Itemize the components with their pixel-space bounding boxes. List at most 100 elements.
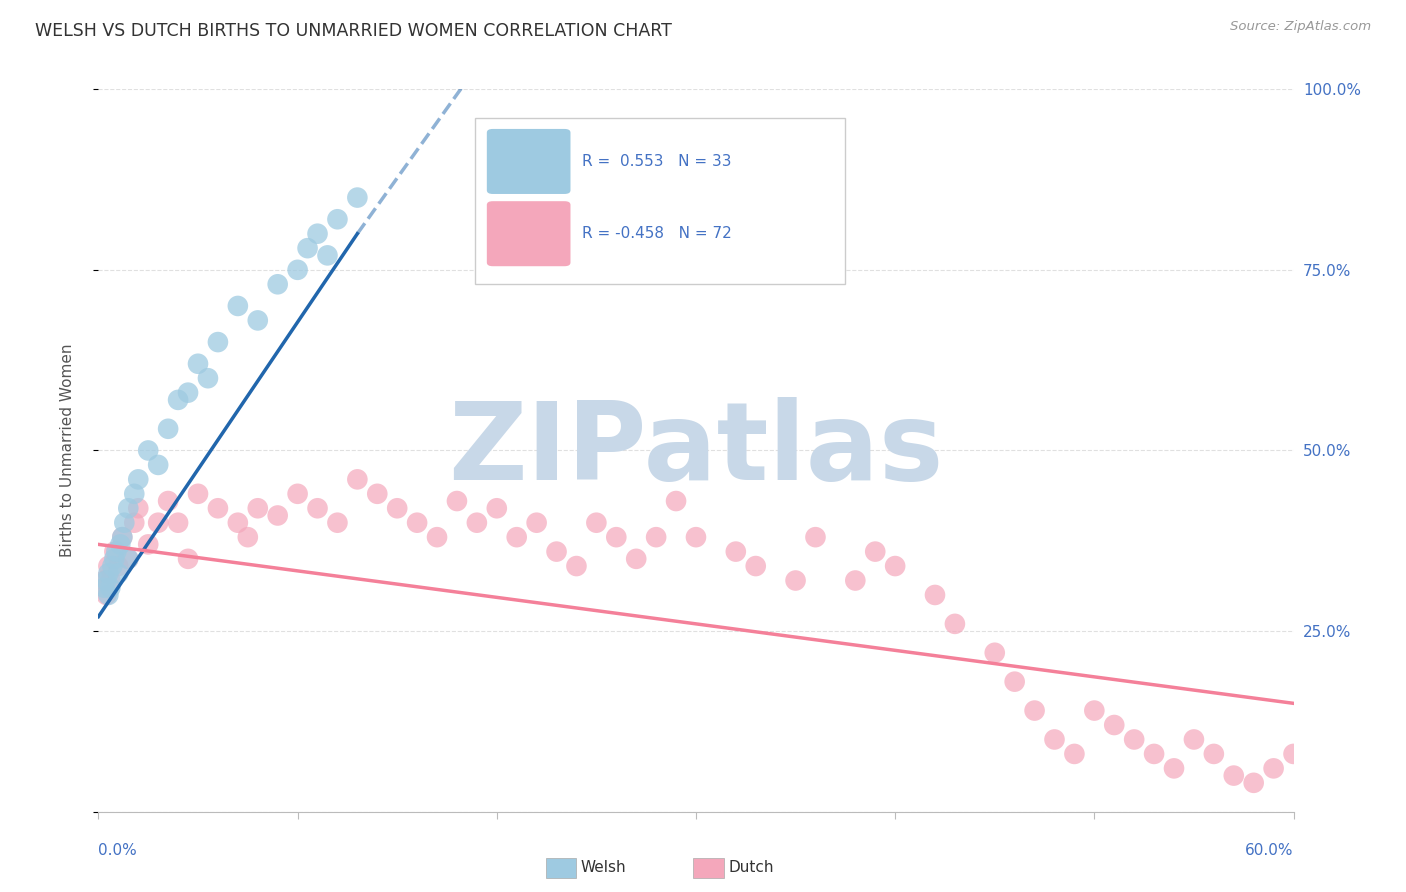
Point — [1004, 674, 1026, 689]
Point — [157, 494, 180, 508]
Point — [1343, 776, 1365, 790]
Point — [626, 551, 648, 566]
Point — [565, 559, 588, 574]
Point — [97, 588, 120, 602]
Point — [685, 530, 707, 544]
Point — [984, 646, 1007, 660]
Point — [246, 313, 269, 327]
Point — [1263, 761, 1285, 775]
Point — [1063, 747, 1085, 761]
Point — [465, 516, 488, 530]
Text: 60.0%: 60.0% — [1246, 843, 1294, 858]
Point — [226, 516, 249, 530]
Point — [297, 241, 319, 255]
Point — [93, 581, 115, 595]
Point — [307, 501, 329, 516]
Point — [226, 299, 249, 313]
Point — [585, 516, 607, 530]
Point — [187, 357, 209, 371]
Text: WELSH VS DUTCH BIRTHS TO UNMARRIED WOMEN CORRELATION CHART: WELSH VS DUTCH BIRTHS TO UNMARRIED WOMEN… — [35, 22, 672, 40]
Point — [103, 551, 125, 566]
Point — [97, 559, 120, 574]
Point — [107, 559, 129, 574]
Text: 0.0%: 0.0% — [98, 843, 138, 858]
Point — [1322, 761, 1344, 775]
Point — [1223, 768, 1246, 783]
Point — [1243, 776, 1265, 790]
Point — [157, 422, 180, 436]
Point — [236, 530, 259, 544]
Point — [526, 516, 548, 530]
Point — [148, 458, 170, 472]
Point — [506, 530, 529, 544]
Point — [346, 191, 368, 205]
Point — [96, 574, 118, 588]
Point — [1143, 747, 1166, 761]
Point — [546, 544, 568, 558]
Point — [127, 501, 149, 516]
Point — [97, 566, 120, 581]
Point — [605, 530, 627, 544]
Point — [1083, 704, 1105, 718]
FancyBboxPatch shape — [475, 118, 845, 285]
Point — [96, 588, 118, 602]
Point — [107, 566, 129, 581]
Point — [426, 530, 449, 544]
Point — [385, 501, 409, 516]
Point — [148, 516, 170, 530]
Point — [98, 574, 122, 588]
Point — [124, 516, 146, 530]
Point — [485, 501, 508, 516]
Point — [1362, 761, 1385, 775]
Point — [105, 544, 128, 558]
Text: Welsh: Welsh — [581, 861, 626, 875]
Point — [785, 574, 807, 588]
Point — [1043, 732, 1066, 747]
Point — [1182, 732, 1205, 747]
Point — [943, 616, 966, 631]
FancyBboxPatch shape — [486, 202, 571, 266]
Text: ZIPatlas: ZIPatlas — [449, 398, 943, 503]
Point — [287, 487, 309, 501]
Point — [117, 501, 139, 516]
Point — [117, 551, 139, 566]
Point — [863, 544, 887, 558]
Text: Dutch: Dutch — [728, 861, 773, 875]
Point — [267, 277, 290, 292]
Point — [112, 516, 135, 530]
Point — [93, 574, 115, 588]
Point — [98, 581, 122, 595]
Point — [117, 551, 139, 566]
Point — [267, 508, 290, 523]
Point — [924, 588, 946, 602]
Point — [1202, 747, 1225, 761]
Point — [326, 212, 349, 227]
Point — [207, 501, 229, 516]
Point — [1123, 732, 1146, 747]
Point — [110, 537, 132, 551]
Point — [111, 530, 134, 544]
Point — [103, 544, 125, 558]
Point — [207, 334, 229, 349]
Point — [884, 559, 907, 574]
Text: R =  0.553   N = 33: R = 0.553 N = 33 — [582, 154, 733, 169]
Point — [1024, 704, 1046, 718]
Point — [346, 472, 368, 486]
Y-axis label: Births to Unmarried Women: Births to Unmarried Women — [60, 343, 75, 558]
Point — [724, 544, 747, 558]
Point — [287, 262, 309, 277]
Point — [167, 516, 190, 530]
Point — [1302, 725, 1324, 739]
Point — [665, 494, 688, 508]
FancyBboxPatch shape — [486, 129, 571, 194]
Point — [1382, 747, 1405, 761]
Point — [197, 371, 219, 385]
Point — [804, 530, 827, 544]
Text: Source: ZipAtlas.com: Source: ZipAtlas.com — [1230, 20, 1371, 33]
Point — [406, 516, 429, 530]
Point — [1282, 747, 1305, 761]
Point — [124, 487, 146, 501]
Point — [366, 487, 388, 501]
Point — [326, 516, 349, 530]
Point — [127, 472, 149, 486]
